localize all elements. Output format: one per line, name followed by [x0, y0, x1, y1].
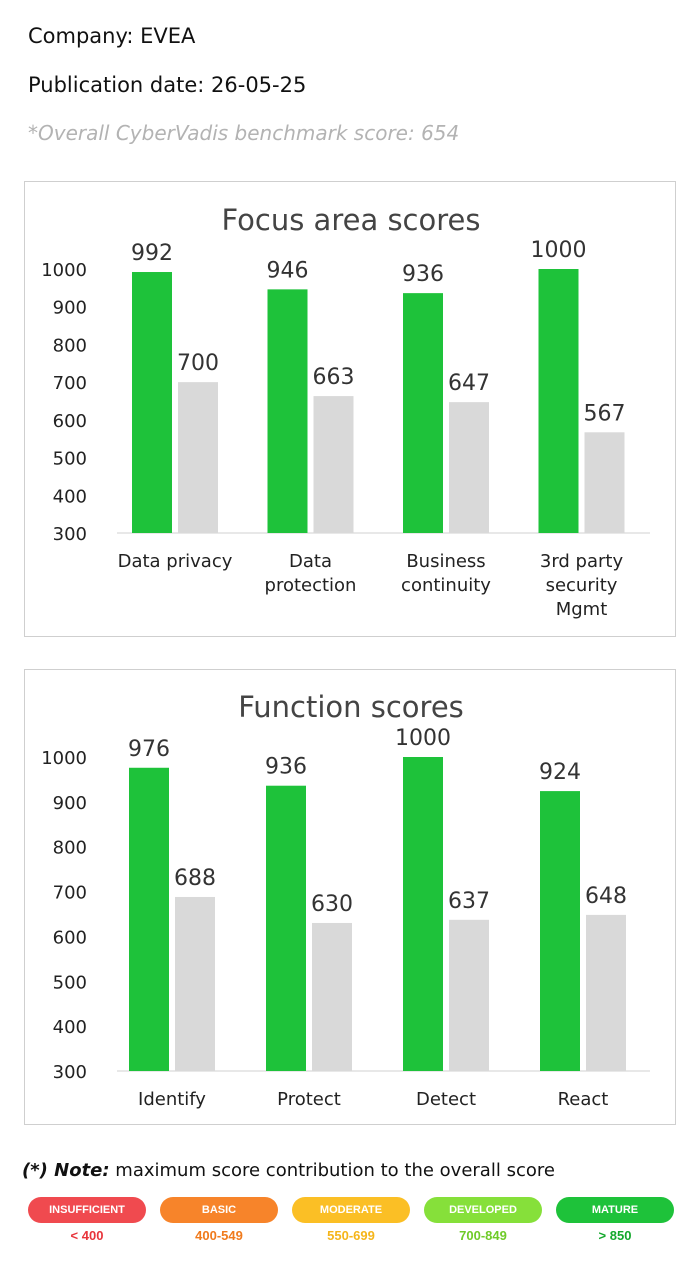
data-label: 647	[448, 371, 490, 396]
focus-area-chart-panel: Focus area scores 1000 900 800 700 600 500 400 3…	[24, 181, 676, 637]
legend-badge-developed: DEVELOPED	[424, 1197, 542, 1223]
bar-company-score	[175, 896, 215, 1071]
bar-company-score	[449, 402, 489, 533]
note-label: (*) Note:	[22, 1160, 110, 1181]
category-label: protection	[265, 575, 357, 596]
category-label: Protect	[277, 1089, 341, 1110]
company-label: Company: EVEA	[28, 24, 196, 48]
data-label: 1000	[395, 726, 451, 751]
maturity-legend: INSUFFICIENT < 400 BASIC 400-549 MODERATE 550…	[0, 1197, 700, 1257]
bar-max-score	[538, 269, 579, 533]
y-tick-label: 900	[53, 298, 87, 319]
category-label: Detect	[416, 1089, 476, 1110]
y-tick-label: 400	[53, 1017, 87, 1038]
legend-badge-mature: MATURE	[556, 1197, 674, 1223]
data-label: 992	[131, 241, 173, 266]
data-label: 648	[585, 884, 627, 909]
publication-date: Publication date: 26-05-25	[28, 73, 307, 97]
y-tick-label: 900	[53, 793, 87, 814]
legend-badge-moderate: MODERATE	[292, 1197, 410, 1223]
data-label: 936	[402, 262, 444, 287]
y-tick-label: 600	[53, 927, 87, 948]
category-label: Data	[289, 551, 332, 572]
focus-area-chart: Focus area scores 1000 900 800 700 600 500 400 3…	[41, 203, 650, 620]
y-tick-label: 1000	[41, 748, 87, 769]
y-tick-label: 800	[53, 838, 87, 859]
legend-range-developed: 700-849	[459, 1228, 507, 1243]
y-tick-label: 700	[53, 373, 87, 394]
y-tick-label: 300	[53, 1062, 87, 1083]
bar-max-score	[403, 293, 443, 533]
legend-range-insufficient: < 400	[70, 1228, 104, 1243]
bar-company-score	[449, 919, 489, 1071]
data-label: 630	[311, 892, 353, 917]
score-note: (*) Note: maximum score contribution to …	[22, 1160, 555, 1181]
y-tick-label: 1000	[41, 260, 87, 281]
category-label: Data privacy	[118, 551, 233, 572]
y-tick-label: 300	[53, 524, 87, 545]
legend-range-mature: > 850	[598, 1228, 632, 1243]
data-label: 688	[174, 866, 216, 891]
legend-range-basic: 400-549	[195, 1228, 243, 1243]
bar-company-score	[584, 432, 625, 533]
chart-title: Function scores	[238, 690, 464, 724]
y-tick-label: 800	[53, 335, 87, 356]
function-chart-panel: Function scores 1000 900 800 700 600 500 400 300…	[24, 669, 676, 1125]
bar-max-score	[540, 791, 580, 1071]
category-label: Business	[406, 551, 485, 572]
chart-title: Focus area scores	[222, 203, 481, 237]
bar-max-score	[267, 289, 308, 533]
data-label: 700	[177, 351, 219, 376]
data-label: 637	[448, 889, 490, 914]
data-label: 976	[128, 737, 170, 762]
legend-badge-basic: BASIC	[160, 1197, 278, 1223]
category-label: React	[558, 1089, 609, 1110]
data-label: 1000	[531, 238, 587, 263]
category-label: 3rd party	[540, 551, 624, 572]
bar-max-score	[129, 767, 169, 1071]
bar-max-score	[132, 272, 172, 533]
data-label: 924	[539, 760, 581, 785]
y-tick-label: 700	[53, 883, 87, 904]
y-tick-label: 500	[53, 972, 87, 993]
y-tick-label: 400	[53, 486, 87, 507]
data-label: 946	[267, 258, 309, 283]
category-label: security	[546, 575, 618, 596]
bar-max-score	[266, 785, 306, 1071]
bar-company-score	[312, 922, 352, 1071]
bar-company-score	[178, 382, 218, 533]
bar-company-score	[586, 914, 626, 1071]
category-label: Identify	[138, 1089, 206, 1110]
bar-max-score	[403, 757, 443, 1071]
legend-range-moderate: 550-699	[327, 1228, 375, 1243]
data-label: 936	[265, 755, 307, 780]
function-chart: Function scores1000900800700600500400300…	[41, 690, 650, 1110]
data-label: 663	[313, 365, 355, 390]
category-label: continuity	[401, 575, 491, 596]
legend-badge-insufficient: INSUFFICIENT	[28, 1197, 146, 1223]
note-text: maximum score contribution to the overal…	[109, 1160, 555, 1181]
y-tick-label: 500	[53, 449, 87, 470]
y-tick-label: 600	[53, 411, 87, 432]
data-label: 567	[584, 401, 626, 426]
benchmark-score: *Overall CyberVadis benchmark score: 654	[28, 121, 460, 145]
bar-company-score	[313, 396, 354, 533]
category-label: Mgmt	[556, 599, 608, 620]
